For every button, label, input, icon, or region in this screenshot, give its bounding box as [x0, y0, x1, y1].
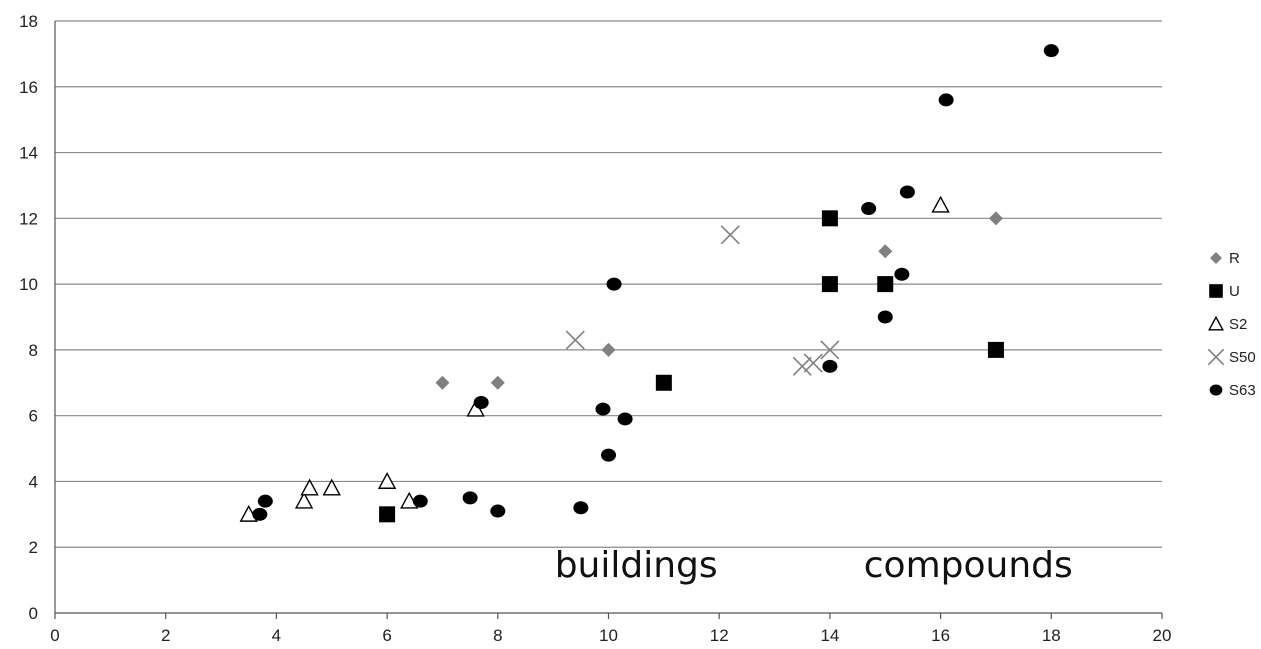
series-R: [435, 211, 1003, 390]
y-tick-label: 12: [19, 209, 38, 228]
point-S63: [490, 504, 506, 518]
point-S63: [412, 494, 428, 508]
legend-marker-S2: [1208, 315, 1224, 331]
x-tick-label: 4: [272, 626, 281, 645]
point-S2: [931, 195, 950, 213]
point-S63: [462, 491, 478, 505]
point-S63: [617, 412, 633, 426]
point-S63: [257, 494, 273, 508]
point-S2: [322, 478, 341, 496]
legend-label: R: [1229, 250, 1240, 267]
y-axis-ticks: 0 2 4 6 8 10 12 14 16 18: [19, 12, 38, 623]
point-U: [655, 374, 672, 391]
data-points: [239, 44, 1059, 523]
point-S63: [606, 277, 622, 291]
point-U: [987, 341, 1004, 358]
x-tick-label: 10: [599, 626, 618, 645]
annotation-label: buildings: [555, 545, 718, 586]
point-S63: [938, 93, 954, 107]
point-S63: [601, 448, 616, 462]
legend-marker-S50: [1207, 348, 1225, 366]
point-S50: [803, 353, 823, 373]
point-S2: [300, 478, 319, 496]
x-tick-label: 12: [710, 626, 729, 645]
point-U: [821, 210, 838, 227]
legend-label: S2: [1229, 316, 1247, 333]
point-S63: [877, 310, 893, 324]
x-tick-label: 20: [1153, 626, 1172, 645]
annotation-label: compounds: [864, 545, 1073, 586]
point-S2: [294, 491, 314, 509]
y-tick-label: 18: [19, 12, 38, 31]
legend-marker-U: [1209, 284, 1223, 298]
y-tick-label: 8: [29, 341, 38, 360]
y-tick-label: 14: [19, 144, 38, 163]
y-tick-label: 4: [29, 472, 38, 491]
x-tick-label: 16: [931, 626, 950, 645]
point-U: [877, 276, 894, 293]
y-tick-label: 16: [19, 78, 38, 97]
y-tick-label: 0: [29, 604, 38, 623]
point-S63: [822, 359, 838, 373]
y-tick-label: 10: [19, 275, 38, 294]
point-U: [379, 506, 396, 523]
x-tick-label: 2: [161, 626, 170, 645]
x-tick-label: 18: [1042, 626, 1061, 645]
legend-label: S63: [1229, 382, 1256, 399]
point-S50: [792, 356, 812, 376]
y-tick-label: 2: [29, 538, 38, 557]
legend-label: S50: [1229, 349, 1256, 366]
point-R: [988, 211, 1003, 226]
point-S63: [861, 201, 877, 215]
point-R: [878, 244, 893, 259]
point-R: [490, 375, 505, 390]
point-S50: [720, 225, 740, 245]
point-U: [821, 276, 838, 293]
axes: [54, 21, 1163, 619]
legend: RU S2 S50 S63: [1207, 250, 1256, 399]
point-S63: [473, 396, 489, 410]
legend-marker-S63: [1209, 384, 1223, 396]
x-tick-label: 0: [50, 626, 59, 645]
x-tick-label: 14: [820, 626, 839, 645]
point-S63: [894, 267, 910, 281]
point-R: [601, 342, 616, 357]
x-axis-ticks: 0 2 4 6 8 10 12 14 16 18 20: [50, 626, 1171, 645]
point-S50: [565, 330, 585, 350]
legend-marker-R: [1210, 252, 1222, 264]
series-S2: [239, 195, 950, 522]
series-S63: [252, 44, 1059, 521]
y-tick-label: 6: [29, 407, 38, 426]
series-S50: [565, 225, 840, 376]
series-U: [379, 210, 1004, 523]
point-S2: [377, 471, 397, 489]
point-R: [435, 375, 450, 390]
point-S63: [899, 185, 915, 199]
legend-label: U: [1229, 283, 1240, 300]
x-tick-label: 6: [382, 626, 391, 645]
annotations: buildings compounds: [555, 545, 1073, 586]
point-S63: [573, 501, 589, 515]
point-S63: [1043, 44, 1059, 58]
x-tick-label: 8: [493, 626, 502, 645]
point-S63: [595, 402, 611, 416]
point-S63: [252, 507, 268, 521]
point-S50: [820, 340, 840, 360]
